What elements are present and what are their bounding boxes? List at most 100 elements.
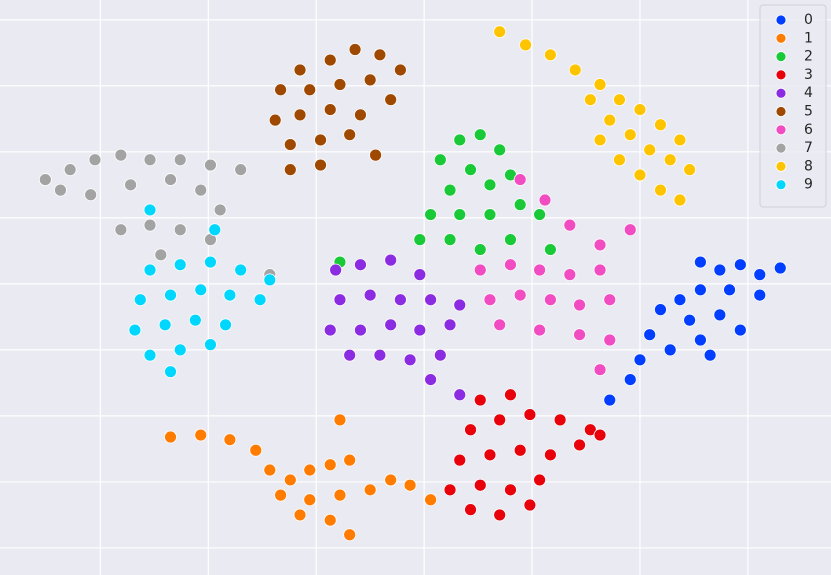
point [293,63,307,77]
point [544,293,557,307]
legend-marker [775,32,787,44]
point [403,478,417,492]
point [533,263,547,277]
point [453,208,467,221]
point [424,293,438,307]
legend-label: 6 [804,122,813,138]
point [143,263,157,277]
point [613,93,626,107]
point [473,263,487,277]
point [234,163,248,177]
point [673,293,687,307]
point [453,453,467,467]
point [753,288,767,302]
point [128,323,142,337]
point [173,153,187,167]
point [323,53,337,67]
point [553,413,567,427]
legend-marker [775,106,787,117]
legend-label: 9 [804,177,813,193]
point [633,168,647,182]
point [314,133,327,147]
point [403,353,417,367]
point [654,118,667,132]
point [424,373,438,386]
point [249,443,263,457]
point [373,348,387,362]
point [384,473,398,487]
point [84,188,98,202]
point [274,488,287,502]
legend-label: 8 [804,158,813,174]
point [753,268,767,282]
point [393,63,407,77]
point [343,528,357,542]
point [88,153,102,167]
point [143,348,157,362]
point [173,343,187,357]
legend-marker [775,124,787,136]
point [354,258,367,272]
point [673,133,687,147]
point [293,508,307,522]
point [663,153,677,167]
point [424,208,438,221]
point [303,493,317,507]
point [643,328,657,342]
point [473,243,487,256]
legend-marker [775,69,787,81]
point [143,153,157,167]
point [323,513,337,527]
point [464,503,477,517]
point [373,48,387,62]
point [363,483,377,497]
point [583,423,597,437]
legend-marker [775,160,787,172]
point [204,338,217,352]
point [413,323,427,337]
point [483,293,497,307]
point [303,463,317,477]
point [348,43,362,56]
point [713,263,727,277]
point [493,25,507,39]
point [563,268,577,282]
point [333,413,347,427]
point [623,223,637,237]
point [654,183,667,197]
point [573,438,586,452]
point [443,183,457,197]
point [188,313,202,327]
point [733,323,747,337]
point [533,208,547,221]
point [683,163,697,177]
point [593,363,607,377]
point [333,488,347,502]
point [343,453,357,467]
point [493,318,507,332]
point [274,83,287,97]
point [568,63,582,77]
point [283,138,297,151]
point [303,83,317,97]
point [433,153,447,167]
point [544,448,557,462]
point [384,318,398,332]
point [603,333,617,347]
point [573,328,586,342]
point [114,148,128,162]
point [613,153,626,167]
point [253,293,267,307]
point [433,348,447,362]
point [443,318,457,332]
legend-marker [775,142,787,154]
point [533,473,547,487]
point [483,448,497,462]
point [393,293,407,307]
point [663,343,677,357]
point [164,173,177,186]
point [213,203,227,217]
point [523,408,537,421]
